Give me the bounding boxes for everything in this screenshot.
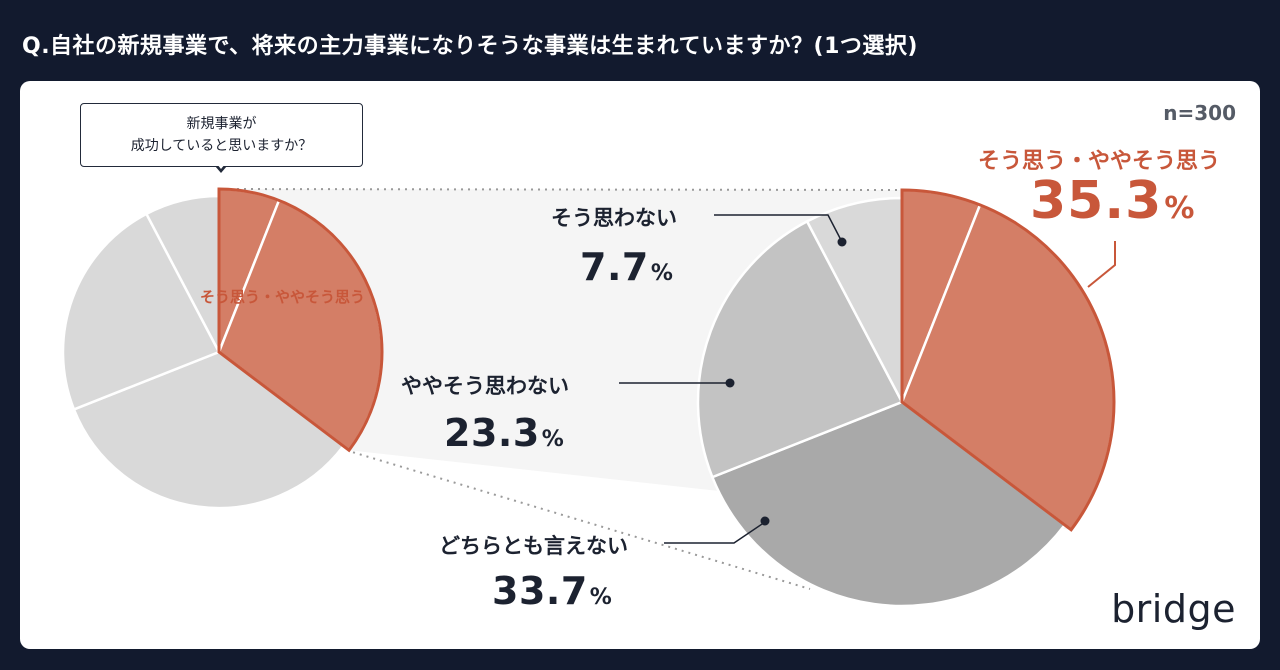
zoom-line-top [222,188,899,191]
leader-dot-neutral [760,516,770,526]
pct-neutral: 33.7% [492,569,612,613]
leader-lines [619,214,1116,544]
pct-negative-mild-value: 23.3 [444,411,540,455]
leader-line-positive [1087,241,1116,288]
big-pie-slice-2 [710,400,1067,608]
small-pie [61,187,384,510]
pct-positive-unit: % [1164,191,1196,226]
pct-negative-mild: 23.3% [444,411,564,455]
leader-dot-negative-mild [725,378,735,388]
callout-line-1: 新規事業が [186,115,257,132]
pct-negative-unit: % [650,261,674,286]
big-pie [696,188,1116,608]
label-neutral: どちらとも言えない [439,534,628,558]
label-negative-mild: ややそう思わない [401,374,569,398]
pct-negative-mild-unit: % [541,427,565,452]
pct-positive-value: 35.3 [1030,171,1163,231]
question-callout: 新規事業が 成功していると思いますか？ [80,103,363,167]
small-pie-slice-3 [61,212,221,412]
callout-line-2: 成功していると思いますか？ [130,138,313,154]
sample-size: n=300 [1163,101,1236,125]
label-negative: そう思わない [551,206,677,230]
pct-neutral-unit: % [589,585,613,610]
label-positive: そう思う・ややそう思う [978,149,1221,174]
big-pie-positive-outline [900,188,1116,532]
leader-line-negative [714,214,843,243]
brand-logo: bridge [1111,587,1236,631]
leader-line-neutral [664,521,766,544]
pct-neutral-value: 33.7 [492,569,588,613]
small-pie-positive-outline [217,187,384,453]
callout-tail [215,164,227,173]
big-pie-slice-3 [696,219,904,479]
leader-dot-negative [837,237,847,247]
pct-negative-value: 7.7 [580,245,649,289]
zoom-line-bottom [352,451,811,590]
pct-positive: 35.3% [1030,171,1195,231]
big-pie-slice-4 [805,196,904,403]
question-title: Q.自社の新規事業で、将来の主力事業になりそうな事業は生まれていますか？(1つ選… [22,34,918,59]
chart-card: n=300 新規事業が 成功していると思いますか？ そう思う・ややそう思う そう… [20,81,1260,649]
small-pie-slice-2 [72,350,346,510]
small-pie-label: そう思う・ややそう思う [200,288,366,306]
pie-chart-svg [61,187,1116,608]
pct-negative: 7.7% [580,245,673,289]
